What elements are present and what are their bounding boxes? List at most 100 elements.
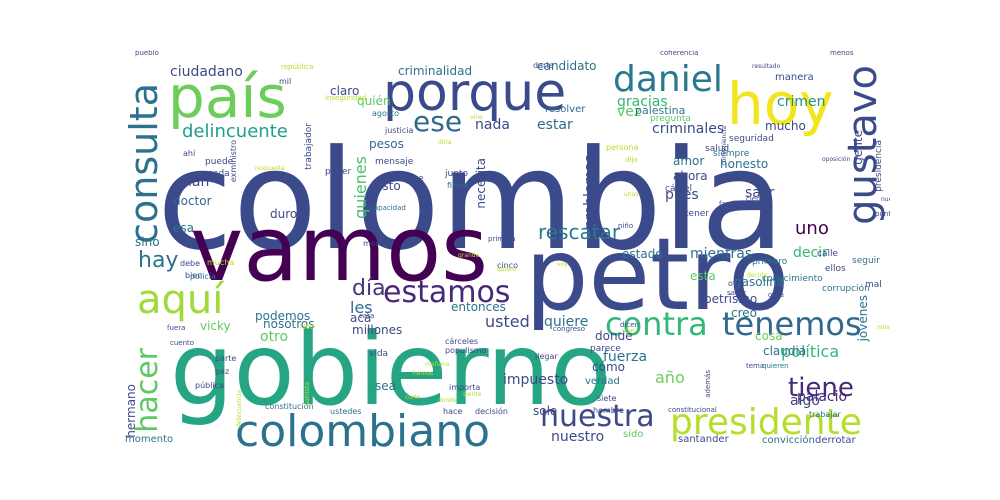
word-cloud: colombia gobierno petro vamos porque país hoy c…	[125, 50, 890, 450]
cloud-word: derrotar	[815, 435, 856, 446]
cloud-word: dicen	[620, 321, 639, 329]
cloud-word: presidente	[670, 402, 862, 443]
cloud-word: contra	[605, 305, 708, 343]
cloud-word: siempre	[713, 149, 750, 159]
cloud-word: crimen	[777, 94, 826, 110]
cloud-word: candidato	[537, 59, 597, 73]
cloud-word: noise	[877, 324, 890, 331]
cloud-word: uno	[795, 218, 829, 239]
cloud-word: justicia	[385, 126, 414, 135]
cloud-word: cada	[208, 169, 230, 179]
cloud-word: sea	[375, 379, 396, 393]
cloud-word: constitucional	[668, 406, 717, 414]
cloud-word: conocimiento	[762, 274, 823, 284]
cloud-word: república	[281, 63, 314, 71]
cloud-word: persona	[606, 143, 639, 152]
cloud-word: dice	[405, 174, 424, 184]
cloud-word: obra	[768, 291, 784, 299]
cloud-word: ahí	[183, 149, 196, 158]
cloud-word: aquí	[137, 277, 224, 323]
cloud-word: duro	[270, 207, 298, 221]
cloud-word: año	[655, 368, 685, 387]
cloud-word: esa	[173, 221, 194, 235]
cloud-word: primera	[488, 235, 516, 243]
cloud-word: mona	[363, 239, 386, 248]
cloud-word: palacio	[797, 389, 848, 405]
cloud-word: petrismo	[704, 292, 758, 306]
cloud-word: firma	[447, 181, 468, 190]
cloud-word: sino	[135, 235, 160, 249]
cloud-word: mucha	[207, 258, 235, 267]
cloud-word: estar	[537, 117, 573, 133]
cloud-word: darle	[533, 61, 554, 70]
cloud-word: corte	[405, 394, 421, 401]
cloud-word: primero	[752, 257, 788, 267]
cloud-word: claro	[330, 84, 360, 98]
cloud-word: otro	[260, 329, 289, 345]
cloud-word: ciento	[746, 195, 768, 203]
cloud-word: amor	[673, 154, 705, 168]
cloud-word: niño	[618, 222, 634, 230]
cloud-word: delincuente	[182, 121, 288, 142]
cloud-word: mil	[279, 77, 292, 86]
cloud-word: pregunta	[650, 114, 691, 124]
cloud-word: importa	[449, 383, 481, 392]
cloud-word: hace	[443, 407, 463, 416]
cloud-word: gobierno	[170, 311, 612, 428]
cloud-word: gracias	[617, 94, 668, 110]
cloud-word: fuerza	[603, 349, 648, 365]
cloud-word: verdad	[585, 376, 620, 387]
cloud-word: mientras	[690, 246, 753, 262]
cloud-word: donde	[595, 329, 633, 343]
cloud-word: menos	[830, 50, 854, 57]
cloud-word: mucho	[765, 119, 806, 133]
cloud-word: quiero	[497, 266, 516, 273]
cloud-word: junto	[445, 169, 468, 179]
cloud-word: vida	[369, 349, 389, 359]
cloud-word: paz	[215, 367, 230, 376]
cloud-word: seguir	[852, 256, 880, 266]
cloud-word: nuestro	[551, 429, 605, 445]
cloud-word: pesos	[369, 137, 404, 151]
cloud-word: vamos	[190, 197, 489, 302]
cloud-word: país	[168, 63, 287, 131]
cloud-word: palestina	[635, 104, 686, 117]
cloud-word: delincuencia	[236, 390, 243, 428]
cloud-word: gasolina	[734, 275, 785, 289]
cloud-word: mensaje	[375, 157, 414, 167]
cloud-word: congreso	[553, 325, 585, 333]
cloud-word: diría	[438, 139, 452, 146]
cloud-word: tema	[746, 362, 765, 370]
cloud-word: quiere	[544, 314, 589, 330]
cloud-word: patriota	[304, 382, 311, 406]
cloud-word: poder	[325, 167, 352, 177]
cloud-word: rescatar	[538, 220, 621, 244]
cloud-word: esto	[375, 179, 401, 193]
cloud-word: vine	[470, 114, 483, 121]
cloud-word: estamos	[383, 275, 511, 310]
cloud-word: esta	[690, 269, 716, 283]
cloud-word: claudia	[763, 344, 807, 358]
cloud-word: dijo	[625, 156, 638, 164]
cloud-word: petro	[525, 216, 790, 333]
cloud-word: nuestra	[540, 399, 655, 434]
cloud-word: millones	[352, 323, 403, 337]
cloud-word: criminalidad	[398, 64, 473, 78]
cloud-word: grande	[458, 252, 480, 259]
cloud-word: cara	[359, 312, 375, 320]
cloud-word: unas	[624, 191, 639, 198]
cloud-word: podemos	[255, 309, 311, 323]
cloud-word: coherencia	[660, 50, 699, 57]
cloud-word: respuesta	[255, 165, 285, 172]
cloud-word: voy	[557, 261, 568, 268]
cloud-word: resultado	[752, 63, 781, 70]
cloud-word: cosa	[755, 329, 783, 343]
cloud-word: impuesto	[503, 372, 569, 388]
cloud-word: honesto	[720, 157, 769, 171]
cloud-word: capacidad	[370, 204, 406, 212]
cloud-word: además	[704, 370, 712, 398]
cloud-word: salud	[705, 144, 730, 154]
cloud-word: cárceles	[445, 337, 479, 346]
cloud-word: santander	[678, 434, 729, 445]
